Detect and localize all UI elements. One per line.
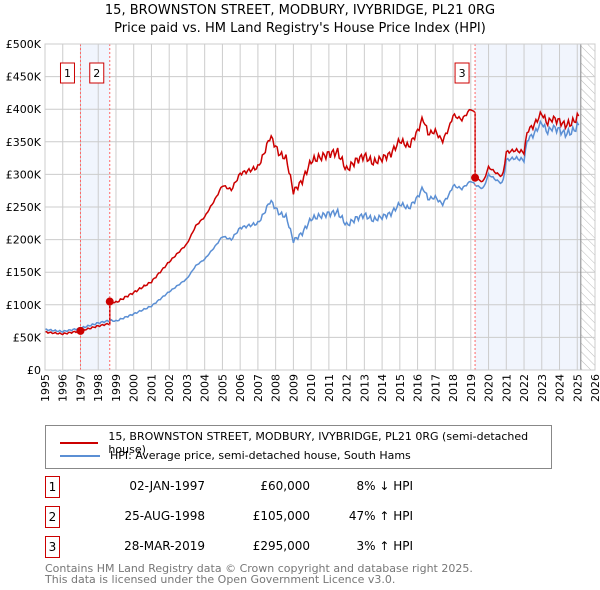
- x-tick-label: 2012: [341, 374, 354, 402]
- sale-price: £60,000: [260, 479, 310, 493]
- sale-marker: 1: [45, 476, 60, 498]
- x-tick-label: 2006: [234, 374, 247, 402]
- sale-price: £105,000: [252, 509, 310, 523]
- sale-date: 25-AUG-1998: [124, 509, 206, 523]
- x-tick-label: 2026: [589, 374, 600, 402]
- sale-point: [471, 173, 480, 182]
- sale-label-box: [89, 62, 105, 84]
- sale-price: £295,000: [252, 539, 310, 553]
- sale-label-box: [59, 62, 75, 84]
- x-tick-label: 2000: [128, 374, 141, 402]
- y-tick-label: £500K: [6, 38, 42, 51]
- sale-date: 02-JAN-1997: [129, 479, 205, 493]
- legend-red-line: [60, 442, 99, 444]
- x-tick-label: 1996: [57, 374, 70, 402]
- sale-point: [105, 297, 114, 306]
- price-chart: 1995 1996 1997 1998 1999 2000 2001 2002 2003 2004…: [6, 38, 600, 402]
- x-tick-label: 2023: [536, 374, 549, 402]
- y-tick-label: £150K: [6, 266, 42, 279]
- footer-copyright: Contains HM Land Registry data © Crown c…: [45, 562, 473, 575]
- x-tick-label: 2018: [447, 374, 460, 402]
- x-tick-label: 2015: [394, 374, 407, 402]
- y-tick-label: £450K: [6, 71, 42, 84]
- sale-label: 1: [64, 67, 71, 80]
- x-tick-label: 2001: [145, 374, 158, 402]
- y-tick-label: £0: [27, 364, 41, 377]
- sale-marker: 3: [45, 536, 60, 558]
- sale-date: 28-MAR-2019: [124, 539, 205, 553]
- x-tick-label: 1995: [39, 374, 52, 402]
- y-tick-label: £50K: [13, 331, 42, 344]
- legend: 15, BROWNSTON STREET, MODBURY, IVYBRIDGE…: [45, 425, 552, 469]
- x-tick-label: 2008: [270, 374, 283, 402]
- x-tick-label: 2016: [412, 374, 425, 402]
- plot-border: [44, 43, 596, 371]
- sale-row: 2 25-AUG-1998 £105,000 47% ↑ HPI: [45, 506, 465, 528]
- x-tick-label: 1997: [74, 374, 87, 402]
- chart-title: 15, BROWNSTON STREET, MODBURY, IVYBRIDGE…: [104, 3, 496, 18]
- x-tick-label: 2005: [216, 374, 229, 402]
- y-tick-label: £250K: [6, 201, 42, 214]
- sale-hpi: 47% ↑ HPI: [348, 509, 413, 523]
- sale-label: 3: [459, 67, 466, 80]
- legend-hpi: HPI: Average price, semi-detached house,…: [110, 449, 411, 462]
- x-tick-label: 2007: [252, 374, 265, 402]
- x-tick-label: 1999: [110, 374, 123, 402]
- legend-blue-line: [60, 454, 100, 457]
- x-tick-label: 2004: [199, 374, 212, 402]
- x-tick-label: 2022: [518, 374, 531, 402]
- price-paid-line: [44, 108, 580, 336]
- footer-licence: This data is licensed under the Open Gov…: [45, 573, 396, 586]
- y-tick-label: £300K: [6, 168, 42, 181]
- x-tick-label: 2020: [483, 374, 496, 402]
- y-tick-label: £100K: [6, 299, 42, 312]
- x-tick-label: 2013: [358, 374, 371, 402]
- x-tick-label: 2021: [500, 374, 513, 402]
- x-tick-label: 2009: [287, 374, 300, 402]
- x-tick-label: 2024: [554, 374, 567, 402]
- sale-hpi: 3% ↑ HPI: [356, 539, 413, 553]
- x-tick-label: 2010: [305, 374, 318, 402]
- x-tick-label: 2014: [376, 374, 389, 402]
- x-tick-label: 2017: [429, 374, 442, 402]
- y-tick-label: £400K: [6, 103, 42, 116]
- x-tick-label: 2025: [571, 374, 584, 402]
- sale-hpi: 8% ↓ HPI: [356, 479, 413, 493]
- sale-label: 2: [93, 67, 100, 80]
- y-tick-label: £350K: [6, 136, 42, 149]
- x-tick-label: 2002: [163, 374, 176, 402]
- sale-row: 3 28-MAR-2019 £295,000 3% ↑ HPI: [45, 536, 465, 558]
- sale-marker: 2: [45, 506, 60, 528]
- y-tick-label: £200K: [6, 234, 42, 247]
- x-tick-label: 2011: [323, 374, 336, 402]
- sale-point: [76, 326, 85, 335]
- chart-subtitle: Price paid vs. HM Land Registry's House …: [114, 21, 486, 36]
- x-tick-label: 2019: [465, 374, 478, 402]
- x-tick-label: 1998: [92, 374, 105, 402]
- sale-label-box: [454, 62, 470, 84]
- x-tick-label: 2003: [181, 374, 194, 402]
- legend-property: 15, BROWNSTON STREET, MODBURY, IVYBRIDGE…: [108, 430, 529, 456]
- hpi-line: [44, 119, 580, 333]
- sale-row: 1 02-JAN-1997 £60,000 8% ↓ HPI: [45, 476, 465, 498]
